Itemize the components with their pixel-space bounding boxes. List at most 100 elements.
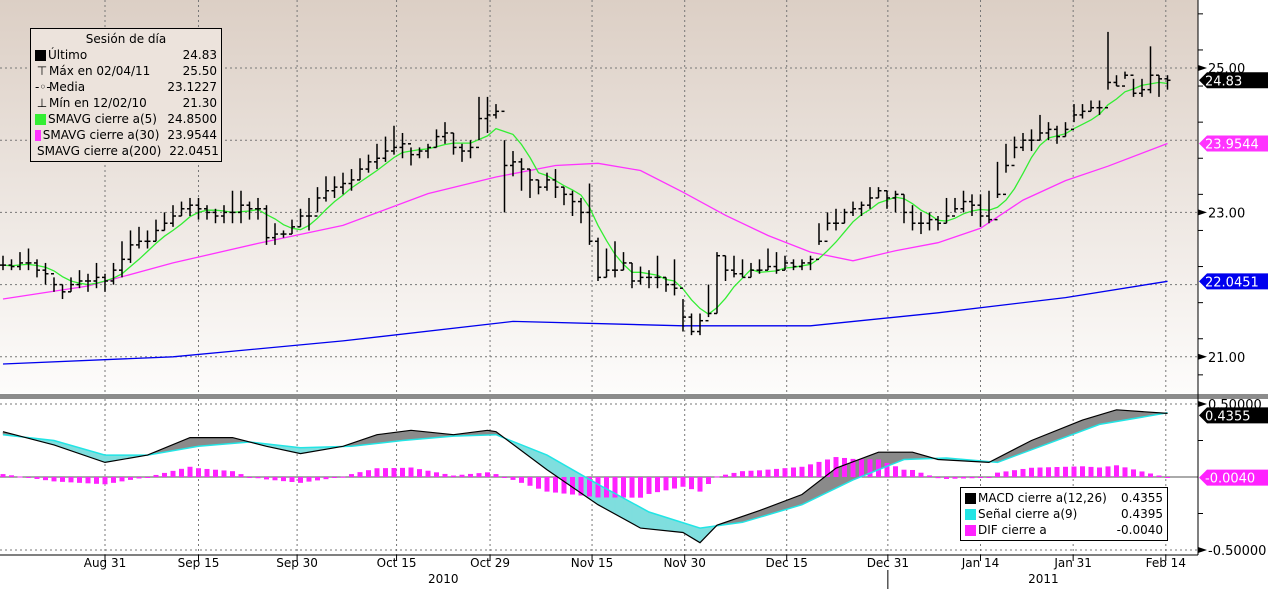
x-tick-label: Dec 15 [766, 556, 808, 570]
price-bar [1054, 125, 1060, 144]
dif-histogram-bar [697, 477, 703, 492]
price-bar [510, 151, 516, 177]
price-bar [0, 255, 6, 271]
dif-histogram-bar [1088, 466, 1094, 477]
price-bar [357, 158, 363, 181]
dif-histogram-bar [884, 462, 890, 477]
legend-item: -◦- Media 23.1227 [35, 79, 217, 95]
x-tick-label: Jan 14 [961, 556, 1000, 570]
dif-histogram-bar [196, 468, 201, 477]
y-tick-arrow [1198, 65, 1207, 71]
price-bar [1062, 122, 1069, 138]
legend-value: 24.8500 [167, 112, 217, 126]
dif-histogram-bar [230, 471, 235, 477]
dif-histogram-bar [51, 477, 57, 482]
dif-histogram-bar [1097, 467, 1102, 477]
price-bar [773, 252, 780, 274]
price-bar [136, 226, 142, 249]
price-bar [17, 252, 23, 271]
dif-histogram-bar [961, 477, 966, 479]
price-bar [221, 205, 227, 224]
y-tick-label: -0.50000 [1208, 544, 1266, 559]
price-bar [297, 208, 304, 228]
dif-histogram-bar [60, 477, 65, 482]
dif-histogram-bar [442, 473, 448, 477]
dif-histogram-bar [1114, 465, 1119, 477]
price-bar [1028, 129, 1035, 152]
macd-legend: MACD cierre a(12,26) 0.4355 Señal cierre a… [960, 487, 1168, 541]
price-bar [25, 248, 32, 271]
dif-histogram-bar [1165, 477, 1170, 478]
price-bar [586, 183, 593, 245]
price-bar [1088, 100, 1094, 113]
year-label: 2011 [1028, 572, 1059, 586]
dif-histogram-bar [1080, 466, 1085, 477]
dif-histogram-bar [298, 477, 303, 483]
dif-histogram-bar [1139, 471, 1145, 477]
price-tag [1199, 273, 1268, 290]
price-bar [850, 201, 856, 217]
dif-histogram-bar [281, 477, 286, 482]
price-legend: Sesión de día Último 24.83 ⊤ Máx en 02/04/1… [30, 28, 222, 162]
price-bar [671, 259, 678, 296]
legend-title: Sesión de día [85, 32, 167, 46]
price-bar [1164, 75, 1171, 90]
dif-histogram-bar [9, 475, 14, 477]
dif-histogram-bar [213, 469, 218, 477]
dif-histogram-bar [918, 472, 924, 477]
price-bar [816, 223, 822, 261]
dif-histogram-bar [323, 477, 329, 480]
green-square-icon [35, 113, 46, 125]
price-bar [459, 143, 465, 162]
dif-histogram-bar [791, 467, 796, 477]
dif-histogram-bar [876, 459, 881, 477]
dif-histogram-bar [1037, 467, 1043, 477]
dif-histogram-bar [1012, 470, 1017, 477]
price-bar [901, 193, 907, 224]
dif-histogram-bar [119, 477, 125, 482]
panel-separator[interactable] [0, 394, 1268, 399]
dif-histogram-bar [1003, 471, 1009, 477]
price-bar [1105, 31, 1111, 109]
price-bar [637, 266, 644, 285]
dif-histogram-bar [527, 477, 533, 486]
dif-histogram-bar [128, 477, 133, 480]
legend-label: SMAVG cierre a(30) [42, 128, 160, 142]
legend-item: ⊥ Mín en 12/02/10 21.30 [35, 95, 217, 111]
dif-histogram-bar [451, 475, 456, 477]
price-bar [229, 190, 236, 224]
dif-histogram-bar [187, 466, 193, 477]
price-bar [629, 262, 635, 289]
dif-histogram-bar [706, 477, 711, 485]
dif-histogram-bar [238, 474, 244, 477]
dif-histogram-bar [663, 477, 669, 491]
price-bar [705, 284, 712, 322]
x-tick-label: Nov 15 [571, 556, 614, 570]
price-bar [127, 230, 134, 263]
price-bar [884, 189, 890, 209]
dif-histogram-bar [986, 477, 992, 478]
dif-histogram-bar [621, 477, 626, 498]
price-bar [952, 197, 958, 217]
price-bar [697, 313, 703, 336]
legend-label: Señal cierre a(9) [978, 507, 1078, 521]
price-bar [824, 212, 831, 243]
dif-histogram-bar [910, 469, 915, 477]
dif-histogram-bar [995, 472, 1000, 477]
dif-histogram-bar [867, 459, 873, 477]
price-bar [280, 230, 287, 238]
price-bar [833, 208, 839, 231]
price-bar [1096, 100, 1103, 115]
price-bar [323, 176, 329, 202]
price-tag-label: 0.4355 [1205, 409, 1251, 424]
price-bar [1020, 132, 1026, 152]
x-tick-label: Sep 30 [276, 556, 318, 570]
dif-histogram-bar [638, 477, 643, 498]
dif-histogram-bar [612, 477, 618, 498]
dif-histogram-bar [808, 464, 813, 477]
dif-histogram-bar [468, 473, 473, 477]
price-bar [212, 208, 219, 224]
price-bar [986, 190, 992, 224]
dif-histogram-bar [578, 477, 584, 496]
price-bar [535, 179, 542, 195]
